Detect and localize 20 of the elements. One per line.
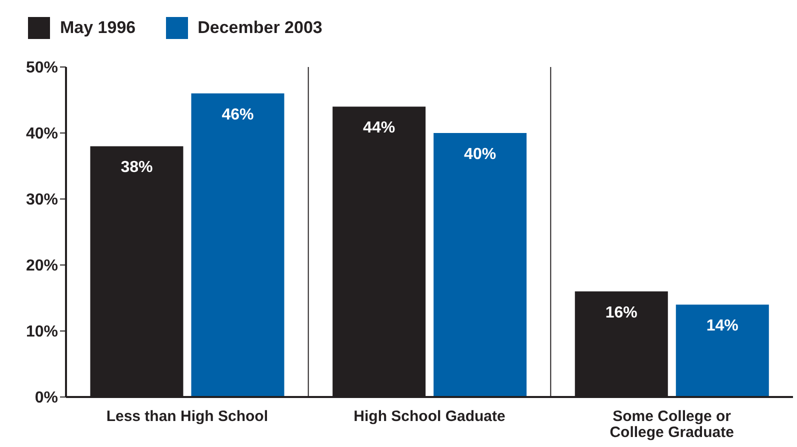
bar: [434, 133, 527, 397]
data-label: 16%: [605, 304, 638, 322]
y-tick-label: 20%: [26, 258, 58, 275]
data-label: 40%: [464, 146, 496, 163]
x-tick-label: Some College or College Graduate: [610, 408, 734, 441]
legend-label: May 1996: [60, 18, 136, 38]
y-tick-label: 50%: [26, 60, 58, 77]
y-tick-label: 0%: [34, 390, 58, 407]
data-label: 44%: [363, 120, 396, 137]
bar: [676, 304, 769, 397]
legend-label: December 2003: [198, 18, 322, 38]
y-tick-label: 40%: [26, 126, 58, 143]
bar: [191, 93, 284, 397]
y-tick-label: 10%: [26, 324, 58, 341]
y-tick-label: 30%: [26, 192, 58, 209]
x-tick-label: Less than High School: [106, 408, 268, 425]
data-label: 38%: [120, 159, 153, 176]
data-label: 46%: [222, 106, 254, 124]
data-label: 14%: [706, 318, 738, 335]
x-tick-label: High School Gaduate: [354, 408, 506, 425]
